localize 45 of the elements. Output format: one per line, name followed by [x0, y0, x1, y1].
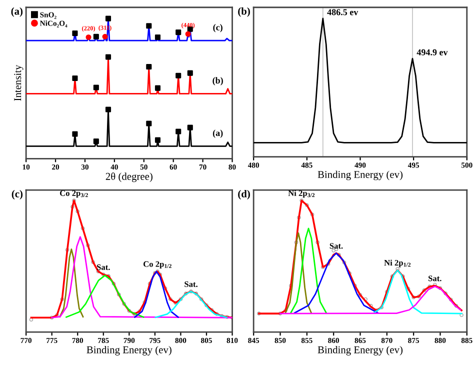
annotation: Ni 2p$_{1/2}$: [384, 260, 411, 268]
point: [105, 16, 112, 22]
point: [105, 106, 112, 112]
point: [176, 30, 182, 36]
point: [146, 120, 152, 126]
chart-title: (c): [12, 190, 23, 200]
chart-title: (b): [238, 7, 250, 17]
chart-title: (a): [11, 7, 23, 17]
point: [187, 70, 193, 76]
annotation: (a): [212, 130, 223, 138]
annotation: Co 2p$_{3/2}$: [60, 190, 88, 198]
ref-line-label: 494.9 ev: [416, 49, 448, 56]
point: [176, 128, 182, 134]
annotation: Sat.: [330, 243, 343, 249]
point: [187, 124, 193, 130]
point: [72, 131, 78, 137]
x-axis-title: Binding Energy (ev): [318, 346, 403, 356]
point: [93, 84, 99, 90]
x-axis-title: Binding Energy (ev): [86, 346, 172, 356]
annotation: (b): [212, 77, 223, 86]
annotation: Sat.: [184, 281, 198, 288]
x-axis-title: 2θ (degree): [106, 172, 152, 182]
point: [154, 34, 161, 40]
point: [72, 30, 78, 36]
point: [93, 138, 99, 144]
chart-title: (d): [238, 190, 250, 200]
annotation: Sat.: [428, 276, 442, 282]
ref-line-label: 486.5 ev: [327, 9, 358, 16]
point: [185, 31, 191, 37]
point: [72, 75, 78, 82]
annotation: Sat.: [97, 264, 110, 270]
point: [102, 34, 108, 40]
annotation: Co 2p$_{1/2}$: [144, 261, 172, 269]
annotation: (c): [213, 24, 222, 32]
point: [105, 54, 112, 60]
point: [176, 72, 182, 78]
point: [146, 64, 152, 70]
point: [146, 23, 152, 29]
point: [154, 85, 161, 91]
x-axis-title: Binding Energy (ev): [318, 170, 403, 180]
y-axis-title: Intensity: [14, 64, 24, 101]
annotation: Ni 2p$_{3/2}$: [288, 190, 315, 198]
point: [93, 34, 99, 40]
point: [86, 34, 92, 40]
point: [154, 137, 161, 143]
